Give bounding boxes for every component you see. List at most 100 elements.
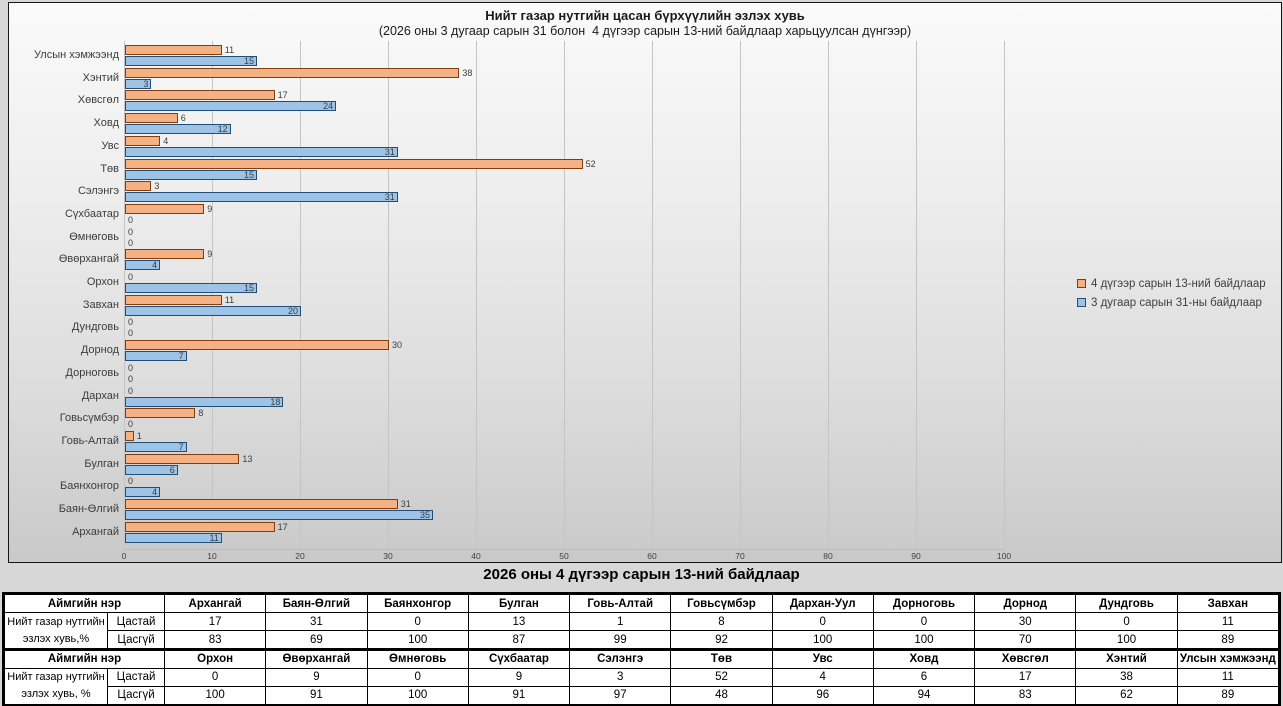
gridline bbox=[564, 41, 565, 549]
category-label: Баянхонгор bbox=[60, 480, 119, 493]
bar-label-april: 17 bbox=[277, 90, 288, 101]
table-cell-value: 0 bbox=[163, 667, 267, 687]
gridline bbox=[916, 41, 917, 549]
x-tick-label: 0 bbox=[121, 551, 127, 561]
gridline bbox=[1004, 41, 1005, 549]
bar-label-march: 0 bbox=[128, 328, 134, 339]
bar-label-march: 24 bbox=[323, 101, 334, 112]
x-tick-label: 90 bbox=[911, 551, 921, 561]
bar-label-march: 20 bbox=[287, 305, 298, 316]
table-col-header: Хөвсгөл bbox=[974, 649, 1077, 669]
bar-label-march: 6 bbox=[169, 464, 175, 475]
table-cell-value: 70 bbox=[974, 630, 1077, 649]
table-cell-value: 4 bbox=[771, 667, 874, 687]
table-cell-value: 17 bbox=[974, 667, 1077, 687]
category-label: Сүхбаатар bbox=[64, 207, 119, 220]
x-tick-label: 20 bbox=[295, 551, 305, 561]
x-tick-label: 10 bbox=[207, 551, 217, 561]
table-cell-value: 8 bbox=[670, 612, 773, 631]
table-cell-value: 97 bbox=[569, 685, 672, 705]
bar-april bbox=[125, 294, 222, 305]
bar-label-april: 13 bbox=[242, 453, 253, 464]
bar-march bbox=[125, 396, 284, 407]
table-cell-value: 0 bbox=[1075, 612, 1178, 631]
table-cell-value: 52 bbox=[670, 667, 773, 687]
table-cell-value: 100 bbox=[1075, 630, 1178, 649]
table-cell-value: 30 bbox=[974, 612, 1077, 631]
bar-label-april: 11 bbox=[224, 294, 235, 305]
table-cell-value: 69 bbox=[265, 630, 368, 649]
table-col-header: Баянхонгор bbox=[366, 594, 469, 613]
table-col-header: Дундговь bbox=[1075, 594, 1178, 613]
table-col-header: Сэлэнгэ bbox=[569, 649, 672, 669]
category-label: Өвөрхангай bbox=[58, 253, 119, 266]
table-col-header: Дорноговь bbox=[872, 594, 976, 613]
bar-label-april: 1 bbox=[136, 430, 142, 441]
table-cell-value: 0 bbox=[872, 612, 976, 631]
gridline bbox=[388, 41, 389, 549]
bar-label-march: 31 bbox=[384, 192, 395, 203]
category-label: Сэлэнгэ bbox=[77, 185, 119, 198]
bar-label-april: 38 bbox=[462, 67, 473, 78]
bar-label-march: 4 bbox=[152, 487, 158, 498]
bar-label-april: 0 bbox=[128, 317, 134, 328]
table-col-header: Дорнод bbox=[974, 594, 1077, 613]
table-cell-value: 0 bbox=[366, 667, 469, 687]
bar-april bbox=[125, 249, 205, 260]
category-label: Завхан bbox=[82, 298, 119, 311]
bar-april bbox=[125, 340, 389, 351]
bar-april bbox=[125, 521, 275, 532]
category-label: Орхон bbox=[86, 276, 119, 288]
bar-march bbox=[125, 169, 257, 180]
category-label: Дорнод bbox=[80, 344, 119, 357]
category-label: Дорноговь bbox=[65, 366, 119, 379]
bar-label-march: 0 bbox=[128, 237, 134, 248]
table-subrow-snowless: Цасгүй bbox=[107, 685, 165, 705]
table-col-header: Хэнтий bbox=[1075, 649, 1178, 669]
bar-april bbox=[125, 45, 222, 55]
table-subrow-snowy: Цастай bbox=[107, 612, 165, 631]
category-label: Дундговь bbox=[71, 321, 119, 334]
table-cell-value: 9 bbox=[265, 667, 368, 687]
table-row-label: Нийт газар нутгийн эзлэх хувь, % bbox=[4, 667, 108, 705]
bar-label-april: 8 bbox=[198, 408, 204, 419]
x-axis-line bbox=[124, 549, 1005, 550]
bar-april bbox=[125, 67, 460, 78]
bar-label-march: 15 bbox=[243, 283, 254, 293]
table-title: 2026 оны 4 дүгээр сарын 13-ний байдлаар bbox=[483, 566, 800, 583]
gridline bbox=[740, 41, 741, 549]
table-col-header: Орхон bbox=[163, 649, 267, 669]
legend-swatch-march-icon bbox=[1077, 298, 1086, 307]
table-corner-header: Аймгийн нэр bbox=[4, 649, 165, 669]
bar-label-march: 7 bbox=[178, 441, 184, 452]
bar-march bbox=[125, 56, 257, 66]
table-col-header: Булган bbox=[467, 594, 571, 613]
table-col-header: Увс bbox=[771, 649, 874, 669]
table-col-header: Баян-Өлгий bbox=[265, 594, 368, 613]
bar-label-april: 11 bbox=[224, 45, 235, 55]
aimag-table-section-1: Аймгийн нэр Архангай Баян-Өлгий Баянхонгор Б… bbox=[4, 594, 1280, 649]
table-cell-value: 0 bbox=[366, 612, 469, 631]
gridline bbox=[828, 41, 829, 549]
bar-label-april: 0 bbox=[128, 476, 134, 487]
table-cell-value: 100 bbox=[872, 630, 976, 649]
category-label: Хэнтий bbox=[82, 71, 119, 84]
table-col-header: Говьсүмбэр bbox=[670, 594, 773, 613]
bar-label-march: 11 bbox=[209, 532, 219, 543]
table-cell-value: 9 bbox=[467, 667, 571, 687]
bar-label-april: 17 bbox=[277, 521, 288, 532]
bar-label-april: 9 bbox=[207, 249, 213, 260]
table-cell-value: 100 bbox=[771, 630, 874, 649]
x-tick-label: 60 bbox=[647, 551, 657, 561]
x-tick-label: 80 bbox=[823, 551, 833, 561]
table-cell-value: 89 bbox=[1176, 630, 1280, 649]
category-label: Говь-Алтай bbox=[61, 434, 119, 447]
bar-label-april: 30 bbox=[392, 340, 403, 351]
bar-april bbox=[125, 408, 196, 419]
table-cell-value: 89 bbox=[1176, 685, 1280, 705]
table-cell-value: 11 bbox=[1176, 667, 1280, 687]
bar-april bbox=[125, 90, 275, 101]
table-subrow-snowy: Цастай bbox=[107, 667, 165, 687]
bar-april bbox=[125, 113, 178, 124]
bar-march bbox=[125, 260, 161, 271]
